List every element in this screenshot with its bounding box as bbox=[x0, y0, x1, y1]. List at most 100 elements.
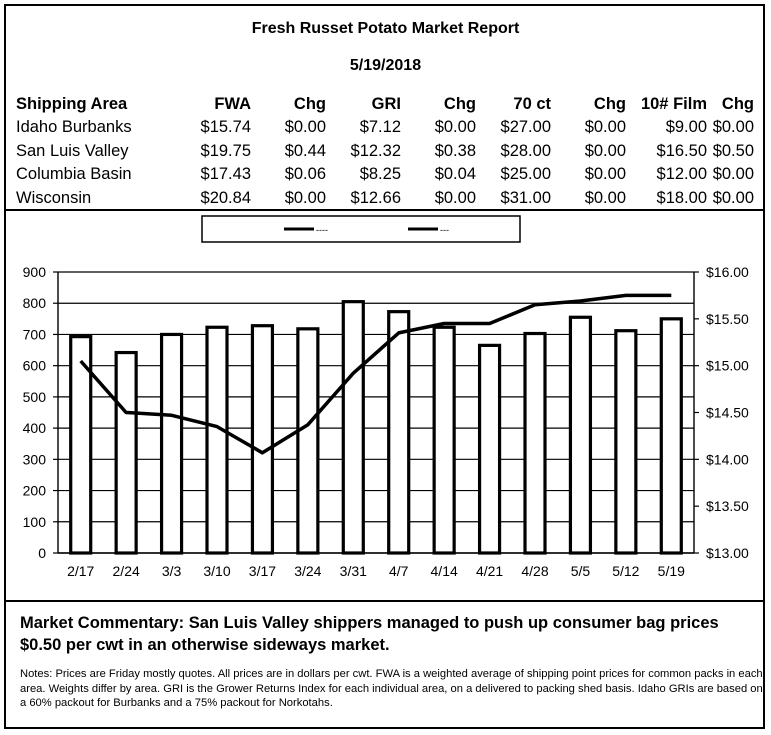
x-axis-ticks: 2/17 2/24 3/3 3/10 3/17 3/24 3/31 4/7 4/14 4/21 4/… bbox=[67, 563, 685, 579]
left-tick-label: 900 bbox=[23, 264, 47, 280]
table-row: San Luis Valley $19.75 $0.44 $12.32 $0.3… bbox=[16, 140, 754, 164]
table-cell: $0.00 bbox=[284, 188, 326, 207]
table-cell: $20.84 bbox=[200, 188, 251, 207]
col-header-gri: GRI bbox=[371, 94, 401, 113]
x-tick-label: 4/7 bbox=[389, 563, 409, 579]
left-tick-label: 600 bbox=[23, 358, 47, 374]
table-cell: $0.00 bbox=[584, 188, 626, 207]
price-table: Shipping Area FWA Chg GRI Chg 70 ct Chg … bbox=[16, 92, 754, 210]
left-tick-label: 200 bbox=[23, 483, 47, 499]
right-tick-label: $14.50 bbox=[706, 405, 749, 421]
bar bbox=[659, 317, 683, 555]
table-cell: $0.00 bbox=[712, 165, 754, 184]
x-tick-label: 5/19 bbox=[658, 563, 685, 579]
table-cell: $0.00 bbox=[434, 118, 476, 137]
table-cell: $12.00 bbox=[656, 165, 707, 184]
table-cell: $0.50 bbox=[712, 141, 754, 160]
table-row: Columbia Basin $17.43 $0.06 $8.25 $0.04 … bbox=[16, 163, 754, 187]
report-notes: Notes: Prices are Friday mostly quotes. … bbox=[20, 668, 763, 709]
chart-legend: ---- --- bbox=[201, 215, 521, 243]
table-cell: $12.32 bbox=[350, 141, 401, 160]
bar bbox=[205, 325, 229, 555]
table-cell: San Luis Valley bbox=[16, 141, 129, 160]
table-row: Wisconsin $20.84 $0.00 $12.66 $0.00 $31.… bbox=[16, 187, 754, 211]
table-cell: $27.00 bbox=[500, 118, 551, 137]
x-tick-label: 3/3 bbox=[162, 563, 182, 579]
x-tick-label: 3/31 bbox=[340, 563, 367, 579]
legend-label: --- bbox=[440, 225, 449, 235]
market-commentary: Market Commentary: San Luis Valley shipp… bbox=[20, 614, 719, 654]
right-tick-label: $16.00 bbox=[706, 264, 749, 280]
table-cell: $17.43 bbox=[200, 165, 251, 184]
table-cell: $0.00 bbox=[584, 165, 626, 184]
x-tick-label: 2/17 bbox=[67, 563, 94, 579]
x-tick-label: 4/14 bbox=[431, 563, 458, 579]
x-tick-label: 3/17 bbox=[249, 563, 276, 579]
x-tick-label: 3/10 bbox=[203, 563, 230, 579]
table-cell: $0.00 bbox=[712, 188, 754, 207]
x-tick-label: 5/12 bbox=[612, 563, 639, 579]
left-tick-label: 800 bbox=[23, 295, 47, 311]
table-cell: Wisconsin bbox=[16, 188, 92, 207]
section-divider bbox=[4, 600, 765, 602]
legend-label: ---- bbox=[316, 225, 328, 235]
table-cell: $0.00 bbox=[434, 188, 476, 207]
price-table-header: Shipping Area FWA Chg GRI Chg 70 ct Chg … bbox=[16, 92, 754, 116]
right-tick-label: $14.00 bbox=[706, 451, 749, 467]
table-cell: $25.00 bbox=[500, 165, 551, 184]
bar bbox=[477, 343, 502, 555]
table-row: Idaho Burbanks $15.74 $0.00 $7.12 $0.00 … bbox=[16, 116, 754, 140]
table-cell: $16.50 bbox=[656, 141, 707, 160]
right-axis-ticks: $13.00 $13.50 $14.00 $14.50 $15.00 $15.50 $16.… bbox=[694, 264, 749, 561]
x-tick-label: 3/24 bbox=[294, 563, 321, 579]
col-header-10lb-film: 10# Film bbox=[640, 94, 707, 113]
table-cell: $15.74 bbox=[200, 118, 251, 137]
table-cell: $0.38 bbox=[434, 141, 476, 160]
table-cell: $0.00 bbox=[712, 118, 754, 137]
bar bbox=[387, 310, 411, 555]
left-tick-label: 400 bbox=[23, 420, 47, 436]
table-cell: $28.00 bbox=[500, 141, 551, 160]
bar bbox=[250, 324, 275, 555]
table-cell: $8.25 bbox=[359, 165, 401, 184]
table-cell: $0.06 bbox=[284, 165, 326, 184]
col-header-gri-chg: Chg bbox=[443, 94, 476, 113]
left-tick-label: 700 bbox=[23, 326, 47, 342]
bar bbox=[614, 329, 638, 555]
right-tick-label: $15.00 bbox=[706, 358, 749, 374]
line-series bbox=[79, 293, 672, 455]
bar bbox=[432, 325, 456, 555]
table-cell: $0.00 bbox=[584, 118, 626, 137]
x-tick-label: 5/5 bbox=[571, 563, 591, 579]
col-header-70ct: 70 ct bbox=[513, 94, 551, 113]
bar bbox=[296, 327, 320, 555]
report-frame bbox=[4, 4, 765, 729]
col-header-fwa-chg: Chg bbox=[293, 94, 326, 113]
bar-series bbox=[69, 300, 683, 555]
left-tick-label: 500 bbox=[23, 389, 47, 405]
table-cell: $0.00 bbox=[584, 141, 626, 160]
table-cell: $9.00 bbox=[665, 118, 707, 137]
left-tick-label: 300 bbox=[23, 451, 47, 467]
table-cell: $0.04 bbox=[434, 165, 476, 184]
bar bbox=[341, 300, 365, 555]
col-header-film-chg: Chg bbox=[721, 94, 754, 113]
table-cell: $0.44 bbox=[284, 141, 326, 160]
bar bbox=[114, 350, 138, 555]
x-tick-label: 4/21 bbox=[476, 563, 503, 579]
table-cell: $31.00 bbox=[500, 188, 551, 207]
col-header-fwa: FWA bbox=[214, 94, 251, 113]
table-cell: $19.75 bbox=[200, 141, 251, 160]
table-cell: $7.12 bbox=[359, 118, 401, 137]
report-date: 5/19/2018 bbox=[349, 57, 422, 74]
left-tick-label: 0 bbox=[38, 545, 46, 561]
legend-box bbox=[201, 215, 521, 243]
table-cell: $18.00 bbox=[656, 188, 707, 207]
table-cell: $12.66 bbox=[350, 188, 401, 207]
section-divider bbox=[4, 209, 765, 211]
col-header-70ct-chg: Chg bbox=[593, 94, 626, 113]
x-tick-label: 2/24 bbox=[113, 563, 140, 579]
x-tick-label: 4/28 bbox=[521, 563, 548, 579]
right-tick-label: $13.50 bbox=[706, 498, 749, 514]
